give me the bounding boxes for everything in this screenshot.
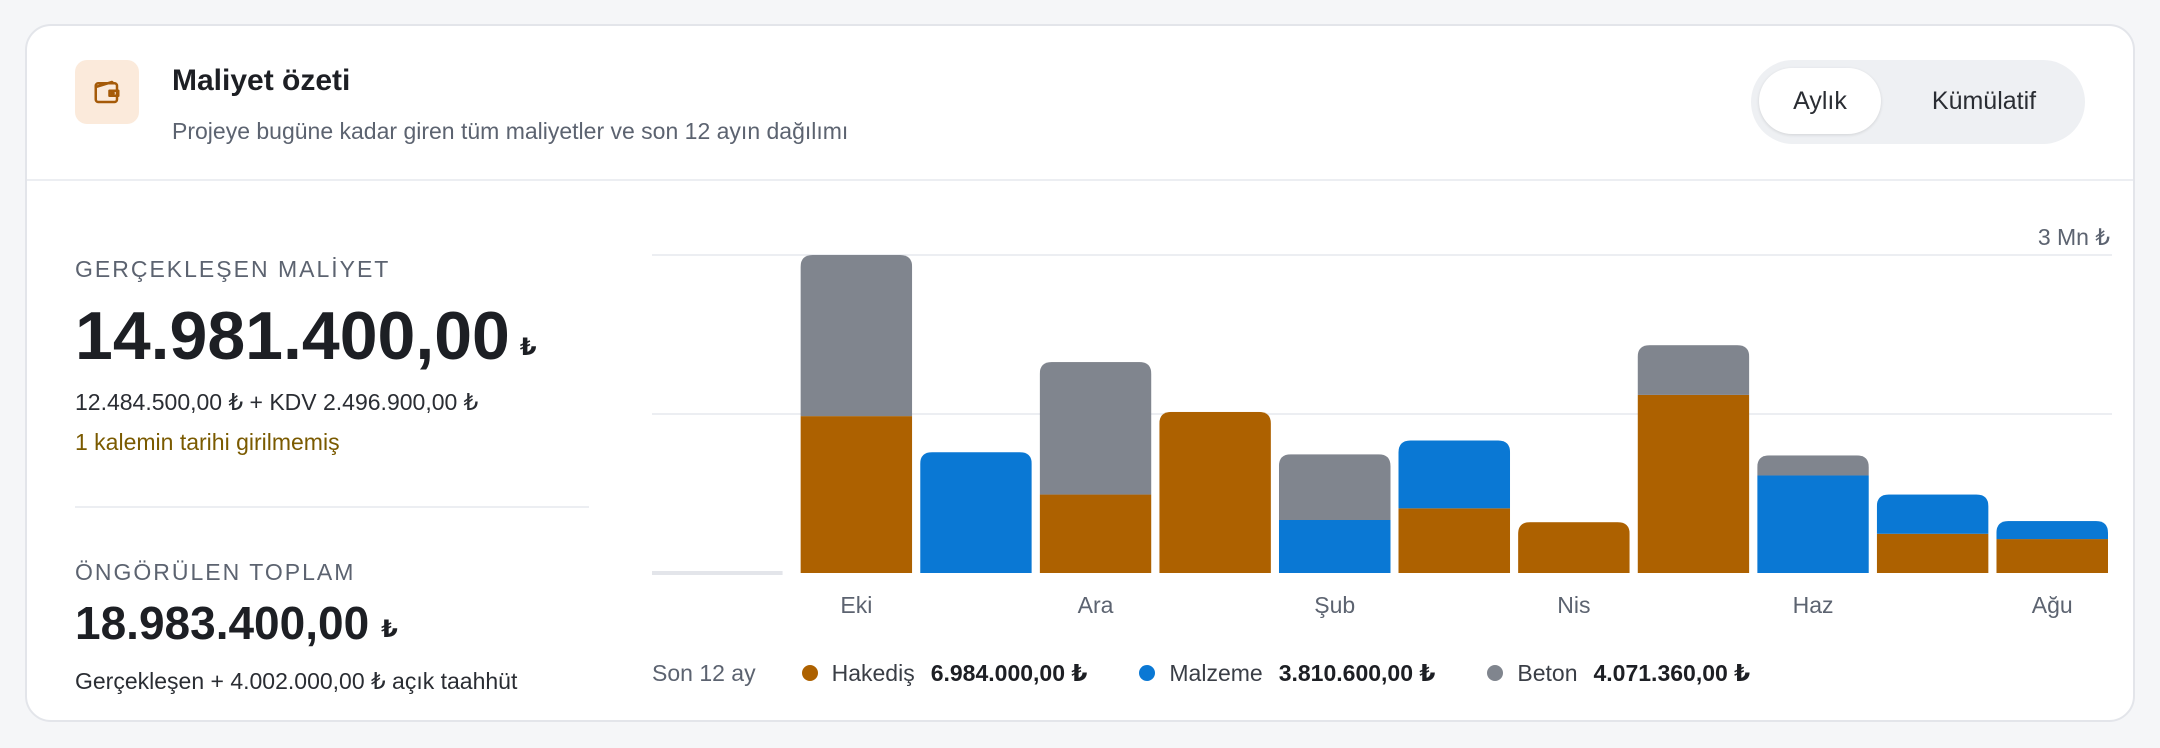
forecast-total-label: ÖNGÖRÜLEN TOPLAM (75, 559, 356, 585)
x-tick-label: Şub (1314, 592, 1355, 618)
bar-hakediş-tem (1876, 533, 1989, 573)
bar-hakediş-may (1637, 394, 1750, 573)
legend-dot-hakedis (801, 665, 818, 681)
legend-dot-malzeme (1139, 665, 1156, 681)
bar-beton-ara (1039, 362, 1152, 495)
bar-beton-haz (1757, 455, 1869, 476)
legend-name: Beton (1517, 659, 1578, 686)
legend-item-beton: Beton 4.071.360,00 ₺ (1487, 660, 1750, 687)
bar-malzeme-kas (920, 452, 1032, 573)
x-tick-label: Nis (1557, 592, 1590, 618)
x-tick-label: Ara (1078, 592, 1114, 618)
divider (75, 506, 589, 508)
card-header: Maliyet özeti Projeye bugüne kadar giren… (27, 26, 2133, 181)
wallet-icon (75, 60, 139, 124)
legend-name: Malzeme (1169, 659, 1263, 686)
legend-total: 4.071.360,00 ₺ (1593, 659, 1751, 686)
missing-date-warning[interactable]: 1 kalemin tarihi girilmemiş (75, 429, 340, 455)
currency-symbol: ₺ (519, 334, 537, 361)
bar-malzeme-ağu (1996, 521, 2108, 540)
chart-legend: Son 12 ay Hakediş 6.984.000,00 ₺ Malzeme… (652, 655, 1802, 691)
x-tick-label: Ağu (2032, 592, 2073, 618)
toggle-cumulative[interactable]: Kümülatif (1931, 87, 2037, 115)
bar-hakediş-oca (1159, 411, 1271, 573)
forecast-total-value: 18.983.400,00 ₺ (75, 596, 398, 650)
legend-total: 3.810.600,00 ₺ (1278, 659, 1436, 686)
legend-item-malzeme: Malzeme 3.810.600,00 ₺ (1139, 660, 1435, 687)
x-tick-label: Eki (840, 592, 872, 618)
legend-item-hakedis: Hakediş 6.984.000,00 ₺ (801, 659, 1088, 687)
cost-summary-card: Maliyet özeti Projeye bugüne kadar giren… (25, 24, 2135, 722)
bar-malzeme-mar (1398, 440, 1511, 509)
forecast-note: Gerçekleşen + 4.002.000,00 ₺ açık taahhü… (75, 668, 518, 694)
legend-dot-beton (1487, 665, 1504, 681)
bar-malzeme-haz (1757, 475, 1869, 573)
actual-cost-value: 14.981.400,00 ₺ (75, 297, 537, 375)
bar-hakediş-nis (1518, 522, 1630, 573)
legend-prefix: Son 12 ay (652, 659, 756, 686)
legend-total: 6.984.000,00 ₺ (930, 659, 1088, 686)
bar-malzeme-tem (1876, 494, 1989, 534)
card-title: Maliyet özeti (172, 64, 351, 97)
legend-name: Hakediş (831, 659, 915, 686)
x-tick-label: Haz (1793, 592, 1834, 618)
bar-hakediş-ara (1039, 494, 1152, 573)
toggle-monthly[interactable]: Aylık (1759, 68, 1881, 134)
bar-malzeme-şub (1278, 520, 1391, 573)
view-toggle: Aylık Kümülatif (1751, 60, 2085, 144)
bar-beton-may (1637, 345, 1750, 395)
bar-hakediş-mar (1398, 508, 1511, 573)
bar-hakediş-ağu (1996, 539, 2108, 573)
currency-symbol: ₺ (381, 616, 398, 643)
bar-beton-şub (1278, 454, 1391, 520)
y-tick-label: 3 Mn ₺ (2038, 224, 2111, 250)
forecast-total-amount: 18.983.400,00 (75, 597, 370, 649)
bar-beton-eki (800, 255, 913, 417)
stacked-bar-chart: 3 Mn ₺ Eki Ara Şub Nis Haz Ağu (652, 224, 2112, 618)
bar-hakediş-eki (800, 416, 913, 573)
actual-cost-amount: 14.981.400,00 (75, 298, 510, 374)
monthly-cost-chart: 3 Mn ₺ Eki Ara Şub Nis Haz Ağu Son 12 ay Haked… (652, 181, 2112, 701)
card-subtitle: Projeye bugüne kadar giren tüm maliyetle… (172, 118, 849, 144)
cost-breakdown: 12.484.500,00 ₺ + KDV 2.496.900,00 ₺ (75, 389, 479, 415)
actual-cost-label: GERÇEKLEŞEN MALİYET (75, 256, 391, 282)
